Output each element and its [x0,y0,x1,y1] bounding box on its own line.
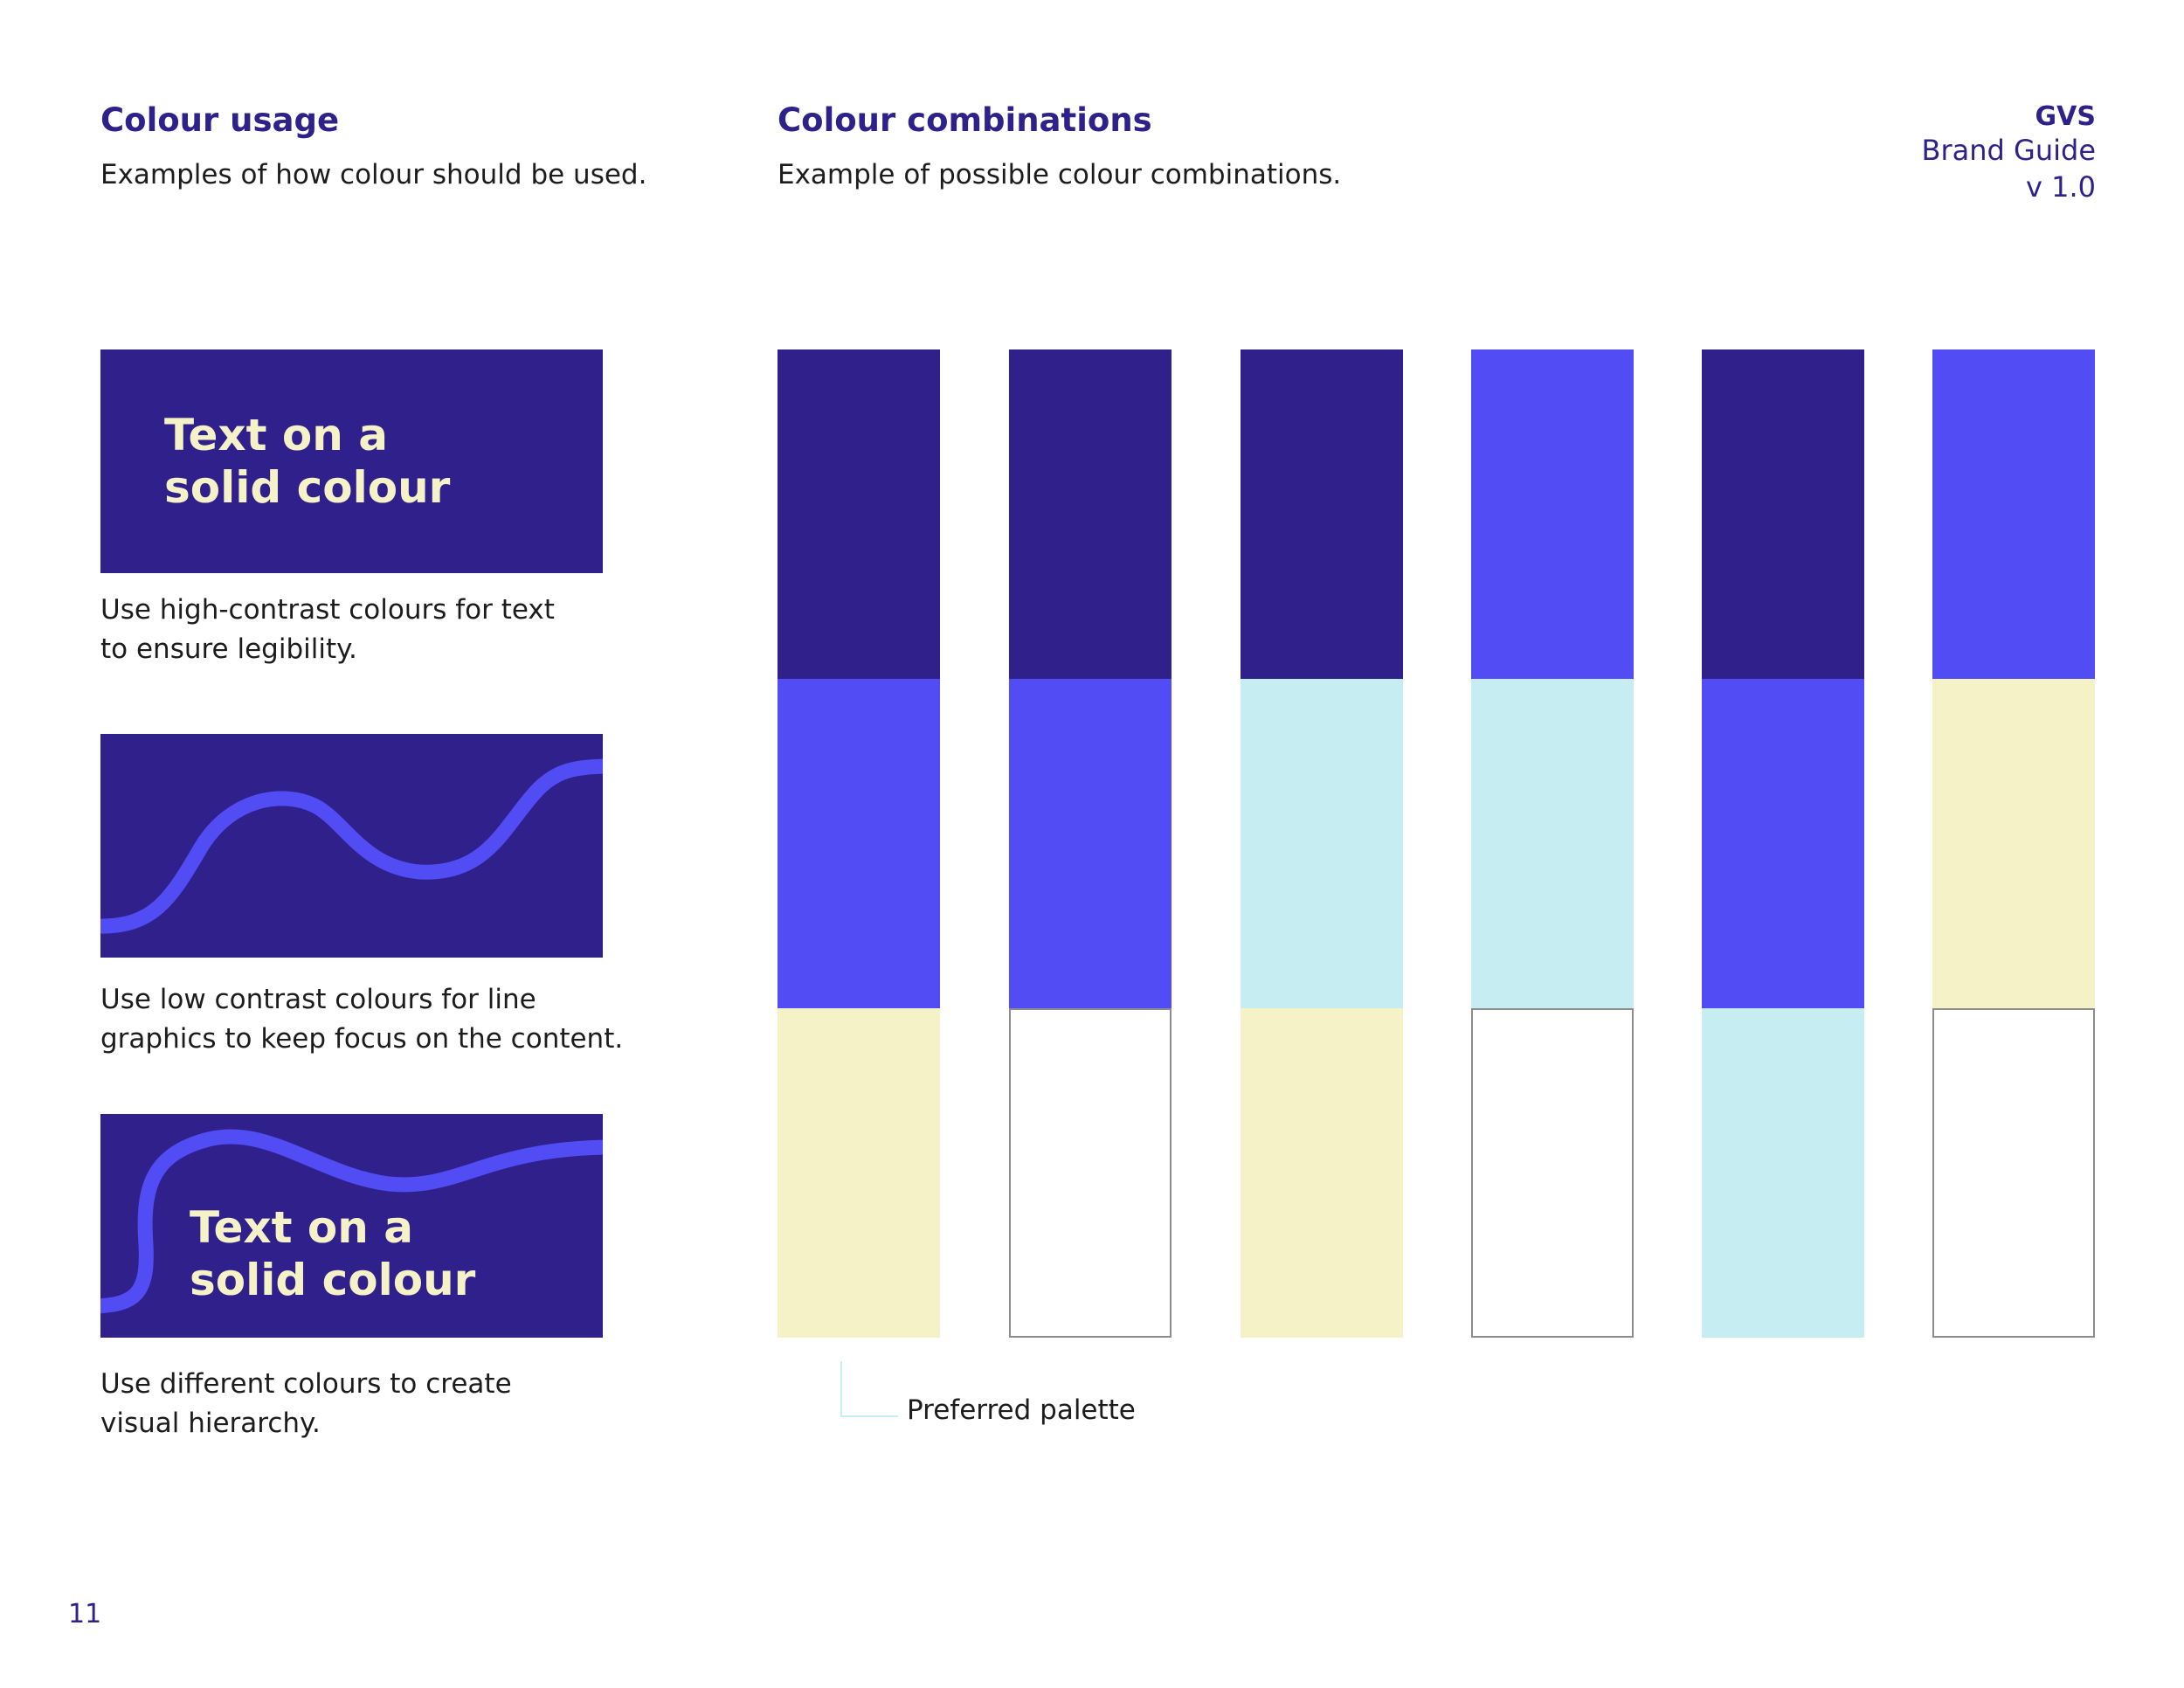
swatch-cream [778,1008,940,1338]
palette-column-5 [1702,349,1864,1338]
caption-line-2: graphics to keep focus on the content. [100,1023,624,1055]
swatch-white [1932,1008,2095,1338]
swatch-bright [778,679,940,1008]
swatch-dark [1009,349,1171,679]
swatch-cyan [1241,679,1403,1008]
wave-line-graphic [100,758,603,934]
caption-line-1: Use high-contrast colours for text [100,594,555,626]
curve-line-graphic [100,1129,603,1314]
brand-guide-label: Brand Guide [1921,134,2096,167]
swatch-white [1471,1008,1634,1338]
caption-line-1: Use different colours to create [100,1368,512,1400]
colour-usage-subtitle: Examples of how colour should be used. [100,159,647,190]
palette-column-3 [1241,349,1403,1338]
swatch-bright [1932,349,2095,679]
swatch-dark [1241,349,1403,679]
panel-text-line-2: solid colour [164,462,451,513]
swatch-cream [1241,1008,1403,1338]
example-1-caption: Use high-contrast colours for text to en… [100,591,555,669]
line-graphic-example-panel [100,734,603,958]
swatch-bright [1702,679,1864,1008]
swatch-cream [1932,679,2095,1008]
solid-colour-example-panel: Text on a solid colour [100,349,603,573]
example-3-caption: Use different colours to create visual h… [100,1365,512,1443]
swatch-white [1009,1008,1171,1338]
palette-column-6 [1932,349,2095,1338]
preferred-palette-label: Preferred palette [907,1394,1136,1426]
panel-text-line-1: Text on a [164,410,389,460]
panel-text-line-1: Text on a [190,1202,414,1253]
swatch-cyan [1471,679,1634,1008]
swatch-bright [1009,679,1171,1008]
panel-text: Text on a solid colour [190,1201,475,1306]
example-2-caption: Use low contrast colours for line graphi… [100,980,623,1059]
swatch-dark [778,349,940,679]
brand-version: v 1.0 [2026,170,2096,204]
palette-column-2 [1009,349,1171,1338]
panel-text-line-2: solid colour [190,1255,476,1305]
preferred-palette-indicator [840,1361,898,1417]
colour-usage-title: Colour usage [100,101,340,139]
panel-text: Text on a solid colour [164,409,450,514]
swatch-cyan [1702,1008,1864,1338]
colour-combinations-title: Colour combinations [778,101,1152,139]
brand-block: GVS Brand Guide v 1.0 [1746,101,2096,205]
brand-name: GVS [2035,101,2096,132]
palette-column-1 [778,349,940,1338]
hierarchy-example-panel: Text on a solid colour [100,1114,603,1338]
caption-line-1: Use low contrast colours for line [100,984,536,1015]
colour-combinations-subtitle: Example of possible colour combinations. [778,159,1342,190]
palette-column-4 [1471,349,1634,1338]
page-number: 11 [68,1599,102,1629]
caption-line-2: visual hierarchy. [100,1408,321,1439]
caption-line-2: to ensure legibility. [100,633,357,665]
swatch-dark [1702,349,1864,679]
swatch-bright [1471,349,1634,679]
